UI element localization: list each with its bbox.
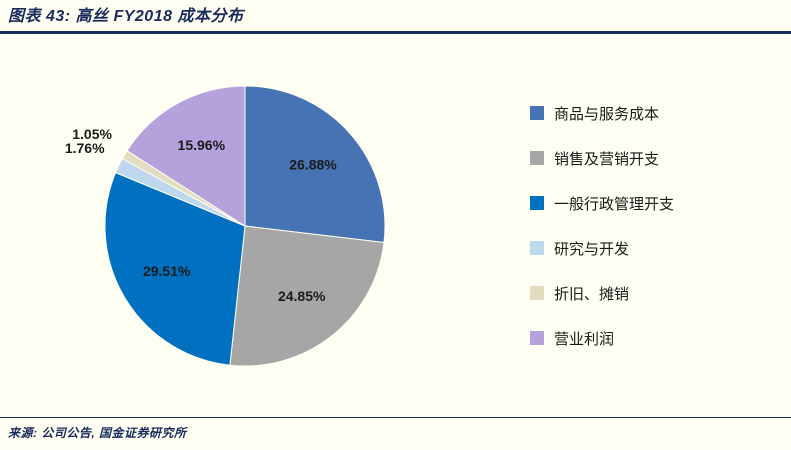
pie-slice <box>104 171 246 366</box>
legend-item: 营业利润 <box>530 328 760 349</box>
slice-label: 1.05% <box>72 126 112 142</box>
pie-chart: 26.88% 24.85% 29.51% 1.76%1.05% 15.96% <box>65 85 386 367</box>
slice-label: 15.96% <box>178 136 226 152</box>
legend-item: 销售及营销开支 <box>530 148 760 169</box>
slice-label: 24.85% <box>278 287 326 303</box>
pie-slice <box>244 85 386 243</box>
legend-item: 折旧、摊销 <box>530 283 760 304</box>
chart-area: 26.88% 24.85% 29.51% 1.76% 1.05% 15.96% 商品与服务… <box>0 34 791 417</box>
legend-item: 研究与开发 <box>530 238 760 259</box>
legend-item: 一般行政管理开支 <box>530 193 760 214</box>
legend-swatch <box>530 196 544 211</box>
source-note: 来源: 公司公告, 国金证券研究所 <box>8 426 187 440</box>
legend-label: 商品与服务成本 <box>554 105 660 123</box>
legend-label: 营业利润 <box>554 330 615 348</box>
legend-label: 销售及营销开支 <box>554 150 660 168</box>
legend-swatch <box>530 241 544 256</box>
legend-item: 商品与服务成本 <box>530 103 760 124</box>
slice-label: 26.88% <box>289 156 337 172</box>
legend-swatch <box>530 331 544 346</box>
slice-label: 1.76% <box>65 139 105 155</box>
legend: 商品与服务成本 销售及营销开支 一般行政管理开支 研究与开发 折旧、摊销 营业利… <box>530 103 760 349</box>
pie-slice <box>229 225 385 367</box>
legend-swatch <box>530 286 544 301</box>
pie-slice <box>126 85 246 227</box>
legend-swatch <box>530 151 544 166</box>
legend-label: 一般行政管理开支 <box>554 195 675 213</box>
figure-footer: 来源: 公司公告, 国金证券研究所 <box>0 417 791 450</box>
figure-header: 图表 43: 高丝 FY2018 成本分布 <box>0 0 791 35</box>
slice-label: 29.51% <box>143 263 191 279</box>
legend-label: 研究与开发 <box>554 240 630 258</box>
legend-label: 折旧、摊销 <box>554 285 630 303</box>
figure-title: 图表 43: 高丝 FY2018 成本分布 <box>8 8 244 25</box>
legend-swatch <box>530 106 544 121</box>
